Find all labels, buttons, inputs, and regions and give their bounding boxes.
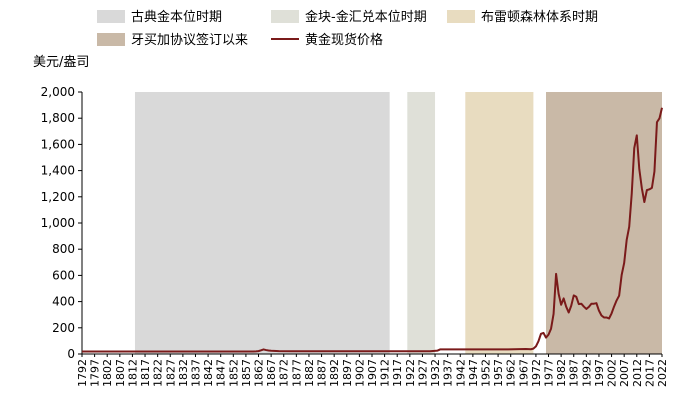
x-tick-label: 1942 <box>454 359 467 387</box>
period-band-3 <box>546 92 662 354</box>
legend-swatch-2 <box>447 10 475 23</box>
x-tick-label: 1887 <box>316 359 329 387</box>
x-tick-label: 1877 <box>290 359 303 387</box>
x-tick-label: 2017 <box>643 359 656 387</box>
x-tick-label: 1922 <box>404 359 417 387</box>
x-tick-label: 1987 <box>568 359 581 387</box>
y-tick-label: 0 <box>67 347 75 361</box>
x-tick-label: 1992 <box>580 359 593 387</box>
legend-label: 黄金现货价格 <box>305 32 383 48</box>
x-tick-label: 1857 <box>240 359 253 387</box>
y-tick-label: 1,400 <box>41 164 75 178</box>
legend-item: 古典金本位时期 <box>97 9 222 25</box>
x-tick-label: 1817 <box>139 359 152 387</box>
period-band-1 <box>407 92 436 354</box>
x-tick-labels: 1792 1797 1802 1807 1812 1817 1822 1827 1832 1837… <box>76 354 669 387</box>
x-tick-label: 1872 <box>278 359 291 387</box>
series-line-0 <box>82 107 663 353</box>
x-tick-label: 2002 <box>606 359 619 387</box>
legend-label: 布雷顿森林体系时期 <box>481 10 598 25</box>
x-tick-label: 1917 <box>391 359 404 387</box>
x-tick-label: 1912 <box>379 359 392 387</box>
y-axis-unit-label: 美元/盎司 <box>33 55 89 70</box>
x-tick-label: 1937 <box>442 359 455 387</box>
y-tick-label: 600 <box>52 268 75 282</box>
x-tick-label: 1867 <box>265 359 278 387</box>
legend-label: 金块-金汇兑本位时期 <box>305 9 427 25</box>
x-tick-label: 1852 <box>227 359 240 387</box>
x-tick-label: 1972 <box>530 359 543 387</box>
period-band-2 <box>465 92 534 354</box>
x-tick-label: 1952 <box>479 359 492 387</box>
y-tick-label: 2,000 <box>41 85 75 99</box>
x-tick-label: 1807 <box>114 359 127 387</box>
period-bands <box>134 92 662 354</box>
x-tick-label: 1862 <box>253 359 266 387</box>
x-tick-label: 1902 <box>353 359 366 387</box>
x-tick-label: 1882 <box>303 359 316 387</box>
y-tick-label: 1,000 <box>41 216 75 230</box>
legend-label: 古典金本位时期 <box>131 9 222 25</box>
x-tick-label: 1837 <box>189 359 202 387</box>
y-tick-label: 1,200 <box>41 190 75 204</box>
legend-item: 金块-金汇兑本位时期 <box>271 9 427 25</box>
x-tick-label: 1932 <box>429 359 442 387</box>
x-tick-label: 1982 <box>555 359 568 387</box>
x-tick-label: 1892 <box>328 359 341 387</box>
x-tick-label: 1962 <box>505 359 518 387</box>
x-tick-label: 1842 <box>202 359 215 387</box>
x-tick-label: 1947 <box>467 359 480 387</box>
x-tick-label: 1792 <box>76 359 89 387</box>
x-tick-label: 1827 <box>164 359 177 387</box>
period-band-0 <box>134 92 390 354</box>
x-tick-label: 1907 <box>366 359 379 387</box>
x-tick-label: 1967 <box>517 359 530 387</box>
x-tick-label: 2022 <box>656 359 669 387</box>
x-tick-label: 1822 <box>152 359 165 387</box>
x-tick-label: 1802 <box>101 359 114 387</box>
x-tick-label: 1957 <box>492 359 505 387</box>
x-tick-label: 1927 <box>416 359 429 387</box>
legend-swatch-3 <box>97 33 125 46</box>
y-tick-labels: 0 200 400 600 800 1,000 1,200 1,400 1,600 1,800 2,… <box>41 85 82 361</box>
legend-label: 牙买加协议签订以来 <box>131 32 248 48</box>
y-tick-label: 1,800 <box>41 111 75 125</box>
x-tick-label: 1812 <box>126 359 139 387</box>
y-tick-label: 800 <box>52 242 75 256</box>
y-tick-label: 200 <box>52 321 75 335</box>
legend-item: 牙买加协议签订以来 <box>97 32 248 48</box>
x-tick-label: 1832 <box>177 359 190 387</box>
legend-item: 布雷顿森林体系时期 <box>447 10 598 25</box>
x-tick-label: 1997 <box>593 359 606 387</box>
series-lines <box>82 107 663 353</box>
y-tick-label: 1,600 <box>41 137 75 151</box>
x-tick-label: 2012 <box>631 359 644 387</box>
legend-swatch-1 <box>271 10 299 23</box>
y-tick-label: 400 <box>52 295 75 309</box>
x-tick-label: 1847 <box>215 359 228 387</box>
x-tick-label: 1897 <box>341 359 354 387</box>
x-tick-label: 2007 <box>618 359 631 387</box>
x-tick-label: 1797 <box>89 359 102 387</box>
x-tick-label: 1977 <box>543 359 556 387</box>
legend-swatch-0 <box>97 10 125 23</box>
legend-item: 黄金现货价格 <box>271 32 383 48</box>
